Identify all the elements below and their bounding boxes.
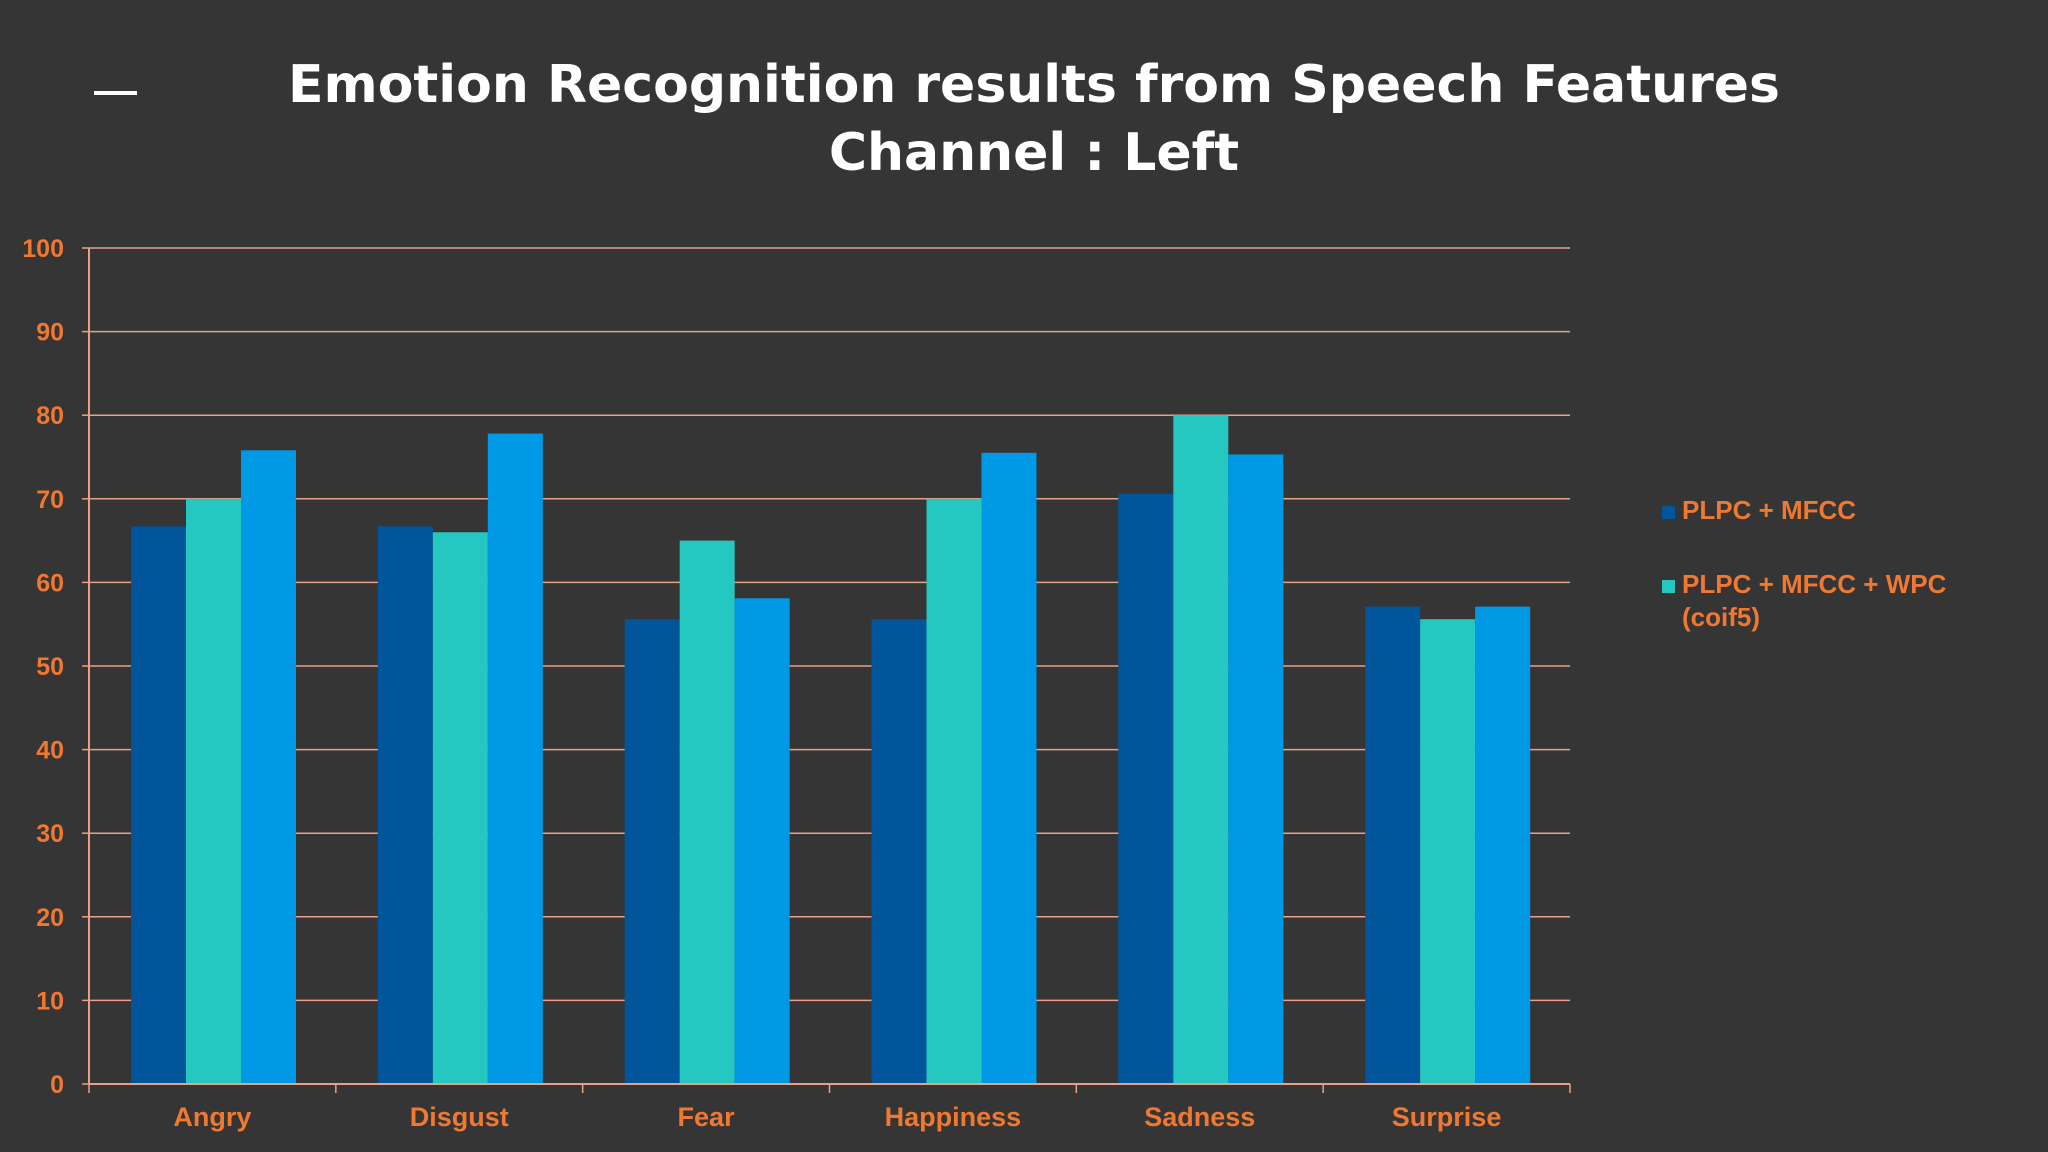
legend-swatch-plpc-mfcc xyxy=(1662,506,1675,519)
y-tick-label-10: 10 xyxy=(36,987,64,1015)
bar-fear-series-1 xyxy=(624,619,680,1084)
decorative-dash xyxy=(94,91,137,95)
y-tick-label-90: 90 xyxy=(36,319,64,347)
legend-label-plpc-mfcc: PLPC + MFCC xyxy=(1682,495,1857,525)
bar-surprise-series-2 xyxy=(1420,619,1476,1084)
y-tick-label-60: 60 xyxy=(36,569,64,597)
bar-disgust-series-2 xyxy=(432,532,488,1084)
bar-sadness-series-3 xyxy=(1228,454,1284,1084)
bar-angry-series-2 xyxy=(186,498,241,1084)
y-tick-label-100: 100 xyxy=(22,235,64,263)
y-tick-label-70: 70 xyxy=(36,486,64,514)
x-tick-label-sadness: Sadness xyxy=(1144,1102,1255,1132)
bar-happiness-series-2 xyxy=(926,498,982,1084)
y-tick-label-50: 50 xyxy=(36,653,64,681)
y-tick-label-0: 0 xyxy=(50,1071,64,1099)
chart-title-line-1: Emotion Recognition results from Speech … xyxy=(288,55,1780,115)
chart-title-line-2: Channel : Left xyxy=(828,123,1240,183)
legend-label-plpc-mfcc-wpc: PLPC + MFCC + WPC (coif5) xyxy=(1682,569,1947,632)
bar-disgust-series-3 xyxy=(487,433,543,1084)
x-tick-label-angry: Angry xyxy=(173,1102,251,1132)
bar-happiness-series-3 xyxy=(981,452,1037,1084)
bar-angry-series-3 xyxy=(241,450,296,1084)
y-tick-label-20: 20 xyxy=(36,904,64,932)
bar-surprise-series-3 xyxy=(1475,606,1531,1084)
bar-disgust-series-1 xyxy=(377,526,433,1084)
y-tick-label-40: 40 xyxy=(36,737,64,765)
bar-sadness-series-1 xyxy=(1118,493,1174,1084)
x-tick-label-happiness: Happiness xyxy=(885,1102,1022,1132)
x-tick-label-fear: Fear xyxy=(678,1102,736,1132)
bar-angry-series-1 xyxy=(131,526,186,1084)
x-tick-label-surprise: Surprise xyxy=(1392,1102,1502,1132)
bar-fear-series-2 xyxy=(679,540,735,1084)
bar-fear-series-3 xyxy=(734,598,790,1084)
y-tick-label-30: 30 xyxy=(36,820,64,848)
bar-sadness-series-2 xyxy=(1173,415,1229,1084)
x-tick-label-disgust: Disgust xyxy=(410,1102,509,1132)
legend-swatch-plpc-mfcc-wpc xyxy=(1662,580,1675,593)
y-tick-label-80: 80 xyxy=(36,402,64,430)
bar-happiness-series-1 xyxy=(871,619,927,1084)
bar-surprise-series-1 xyxy=(1365,606,1421,1084)
